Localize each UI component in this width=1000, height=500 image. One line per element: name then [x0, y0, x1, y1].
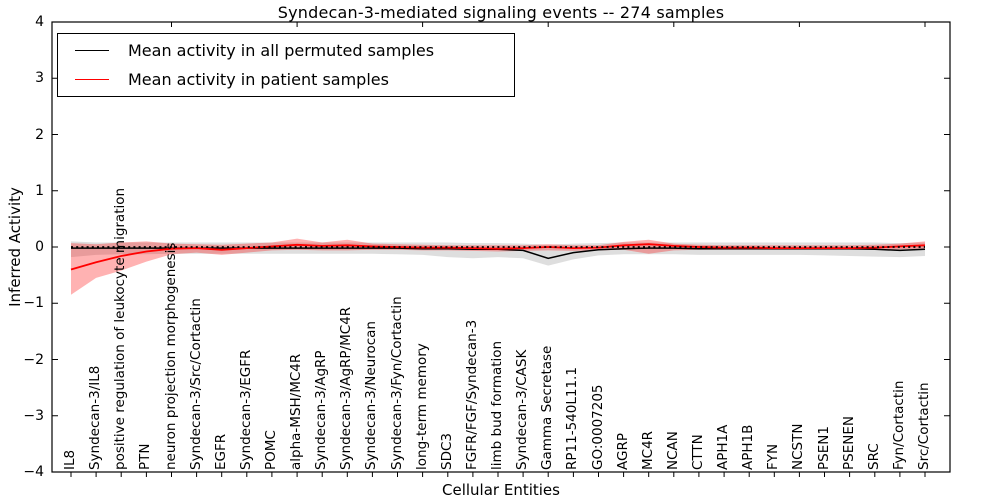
y-tick-label: −1: [23, 295, 44, 312]
x-tick-label: neuron projection morphogenesis: [162, 242, 179, 470]
x-tick-label: long-term memory: [413, 343, 430, 470]
y-tick-label: 2: [35, 126, 44, 143]
x-tick-label: NCAN: [664, 431, 681, 470]
x-tick-label: APH1A: [715, 424, 732, 470]
x-tick-label: MC4R: [639, 430, 656, 470]
legend-item-permuted: Mean activity in all permuted samples: [58, 37, 514, 64]
x-tick-label: positive regulation of leukocyte migrati…: [112, 187, 129, 470]
y-tick-label: −3: [23, 407, 44, 424]
permuted-line-sample-icon: [75, 49, 109, 51]
x-tick-label: NCSTN: [790, 423, 807, 470]
x-tick-label: GO:0007205: [589, 384, 606, 470]
x-tick-label: PSENEN: [840, 416, 857, 470]
x-tick-label: SDC3: [438, 433, 455, 470]
y-tick-label: −4: [23, 464, 44, 480]
x-tick-label: Syndecan-3/AgRP/MC4R: [338, 306, 355, 470]
x-tick-label: PTN: [137, 443, 154, 471]
y-tick-label: −2: [23, 351, 44, 368]
x-tick-label: FYN: [765, 443, 782, 470]
x-tick-label: EGFR: [212, 433, 229, 470]
x-tick-label: CTTN: [689, 434, 706, 470]
x-tick-label: Syndecan-3/IL8: [87, 365, 104, 470]
x-tick-label: SRC: [865, 443, 882, 470]
x-tick-label: IL8: [62, 449, 78, 470]
legend-label-permuted: Mean activity in all permuted samples: [128, 40, 435, 60]
y-tick-label: 0: [35, 239, 44, 255]
x-tick-label: Syndecan-3/Src/Cortactin: [187, 298, 204, 470]
x-tick-label: PSEN1: [815, 426, 832, 470]
axis-ticks: [52, 21, 950, 477]
x-tick-label: Syndecan-3/AgRP: [313, 350, 330, 470]
legend-label-patient: Mean activity in patient samples: [128, 70, 389, 90]
x-tick-label: Syndecan-3/Neurocan: [363, 321, 380, 470]
x-tick-label: FGFR/FGF/Syndecan-3: [463, 319, 480, 470]
x-tick-label: limb bud formation: [489, 340, 505, 470]
y-tick-label: 3: [35, 70, 44, 87]
patient-mean-line: [70, 243, 926, 271]
x-tick-label: Syndecan-3/Fyn/Cortactin: [388, 296, 405, 470]
legend: Mean activity in all permuted samples Me…: [57, 33, 515, 97]
x-tick-label: APH1B: [740, 424, 757, 470]
chart-title: Syndecan-3-mediated signaling events -- …: [277, 3, 725, 22]
x-tick-label: Syndecan-3/CASK: [514, 349, 531, 470]
axes-border: [51, 21, 951, 473]
legend-item-patient: Mean activity in patient samples: [58, 66, 514, 93]
x-tick-label: Syndecan-3/EGFR: [237, 349, 254, 470]
x-tick-label: alpha-MSH/MC4R: [288, 353, 305, 470]
y-tick-label: 1: [35, 182, 44, 199]
x-axis-label: Cellular Entities: [442, 481, 560, 499]
x-tick-label: POMC: [262, 430, 279, 470]
x-tick-label: AGRP: [614, 433, 631, 470]
patient-line-sample-icon: [75, 79, 109, 81]
x-tick-label: Fyn/Cortactin: [890, 380, 907, 470]
y-axis-label: Inferred Activity: [6, 187, 24, 307]
x-tick-label: Src/Cortactin: [916, 382, 932, 470]
x-tick-label: Gamma Secretase: [539, 345, 556, 470]
x-tick-label: RP11-540L11.1: [564, 367, 581, 470]
y-tick-label: 4: [35, 14, 44, 30]
